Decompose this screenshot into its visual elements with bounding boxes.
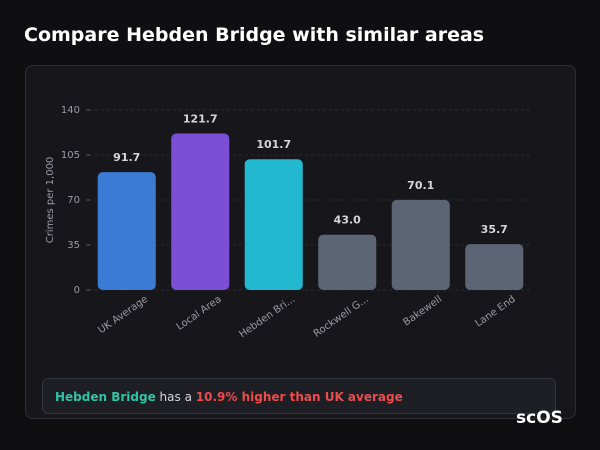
watermark: scOS (516, 408, 563, 428)
value-label: 91.7 (113, 151, 140, 164)
value-label: 43.0 (334, 214, 361, 227)
x-tick-label: Lane End (473, 294, 517, 330)
value-label: 70.1 (407, 179, 434, 192)
y-axis-label: Crimes per 1,000 (45, 157, 56, 244)
y-tick-label: 105 (61, 150, 80, 161)
summary-box: Hebden Bridge has a 10.9% higher than UK… (42, 378, 556, 414)
x-tick-label: Hebden Bri... (237, 294, 297, 340)
summary-connector: has a (159, 390, 192, 404)
x-tick-label: UK Average (96, 294, 150, 336)
summary-comparison: 10.9% higher than UK average (195, 390, 403, 404)
y-tick-label: 70 (67, 195, 80, 206)
y-tick-label: 0 (74, 285, 80, 296)
bar (318, 234, 377, 290)
y-tick-label: 140 (61, 105, 80, 116)
summary-place: Hebden Bridge (55, 390, 156, 404)
value-label: 35.7 (481, 223, 508, 236)
x-tick-label: Bakewell (401, 294, 444, 329)
bar (465, 244, 524, 290)
x-tick-label: Local Area (175, 294, 224, 333)
chart-title: Compare Hebden Bridge with similar areas (24, 24, 485, 46)
bar (244, 159, 303, 290)
y-tick-label: 35 (67, 240, 80, 251)
value-label: 121.7 (183, 113, 218, 126)
bar (391, 199, 450, 290)
x-tick-label: Rockwell G... (312, 294, 371, 340)
bar (97, 172, 156, 290)
bar (171, 133, 230, 290)
value-label: 101.7 (256, 138, 291, 151)
